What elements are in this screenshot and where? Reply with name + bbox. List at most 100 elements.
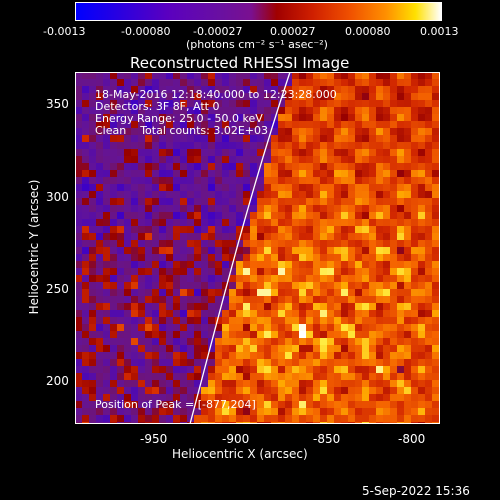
image-pixel — [306, 415, 314, 423]
image-pixel — [299, 394, 307, 402]
image-pixel — [131, 149, 139, 157]
image-pixel — [82, 177, 90, 185]
image-pixel — [418, 100, 426, 108]
image-pixel — [355, 121, 363, 129]
image-pixel — [264, 247, 272, 255]
image-pixel — [404, 191, 412, 199]
image-pixel — [285, 212, 293, 220]
image-pixel — [180, 366, 188, 374]
image-pixel — [131, 128, 139, 136]
image-pixel — [173, 401, 181, 409]
image-pixel — [187, 135, 195, 143]
image-pixel — [306, 366, 314, 374]
image-pixel — [390, 191, 398, 199]
image-pixel — [89, 198, 97, 206]
image-pixel — [299, 226, 307, 234]
image-pixel — [180, 247, 188, 255]
image-pixel — [124, 296, 132, 304]
image-pixel — [173, 142, 181, 150]
image-pixel — [229, 310, 237, 318]
image-pixel — [432, 261, 440, 269]
image-pixel — [89, 226, 97, 234]
image-pixel — [75, 198, 83, 206]
image-pixel — [327, 366, 335, 374]
image-pixel — [173, 324, 181, 332]
image-pixel — [152, 415, 160, 423]
image-pixel — [348, 170, 356, 178]
image-pixel — [124, 380, 132, 388]
image-pixel — [285, 387, 293, 395]
image-pixel — [159, 163, 167, 171]
image-pixel — [348, 114, 356, 122]
image-pixel — [152, 149, 160, 157]
image-pixel — [292, 79, 300, 87]
image-pixel — [222, 156, 230, 164]
image-pixel — [173, 72, 181, 80]
image-pixel — [313, 177, 321, 185]
image-pixel — [278, 121, 286, 129]
image-pixel — [292, 254, 300, 262]
image-pixel — [131, 198, 139, 206]
image-pixel — [89, 156, 97, 164]
image-pixel — [250, 254, 258, 262]
image-pixel — [278, 149, 286, 157]
image-pixel — [110, 296, 118, 304]
image-pixel — [208, 170, 216, 178]
image-pixel — [404, 121, 412, 129]
image-pixel — [257, 86, 265, 94]
image-pixel — [229, 247, 237, 255]
image-pixel — [166, 121, 174, 129]
image-pixel — [208, 86, 216, 94]
image-pixel — [376, 275, 384, 283]
image-pixel — [404, 387, 412, 395]
image-pixel — [173, 79, 181, 87]
image-pixel — [89, 408, 97, 416]
image-pixel — [432, 233, 440, 241]
image-pixel — [376, 170, 384, 178]
image-pixel — [362, 163, 370, 171]
image-pixel — [194, 268, 202, 276]
image-pixel — [82, 86, 90, 94]
image-pixel — [320, 86, 328, 94]
image-pixel — [159, 198, 167, 206]
image-pixel — [201, 394, 209, 402]
image-pixel — [334, 170, 342, 178]
image-pixel — [264, 121, 272, 129]
image-pixel — [208, 114, 216, 122]
image-pixel — [341, 324, 349, 332]
image-pixel — [131, 261, 139, 269]
image-pixel — [404, 149, 412, 157]
image-pixel — [201, 289, 209, 297]
image-pixel — [327, 170, 335, 178]
image-pixel — [145, 135, 153, 143]
image-pixel — [411, 247, 419, 255]
image-pixel — [369, 72, 377, 80]
image-pixel — [138, 373, 146, 381]
image-pixel — [348, 86, 356, 94]
image-pixel — [145, 324, 153, 332]
image-pixel — [201, 184, 209, 192]
image-pixel — [404, 401, 412, 409]
image-pixel — [355, 401, 363, 409]
image-pixel — [397, 205, 405, 213]
image-pixel — [117, 387, 125, 395]
image-pixel — [425, 100, 433, 108]
x-tick-850: -850 — [313, 432, 341, 446]
image-pixel — [397, 198, 405, 206]
image-pixel — [306, 317, 314, 325]
image-pixel — [75, 170, 83, 178]
image-pixel — [306, 107, 314, 115]
image-pixel — [292, 380, 300, 388]
image-pixel — [404, 107, 412, 115]
image-pixel — [285, 331, 293, 339]
image-pixel — [390, 79, 398, 87]
image-pixel — [131, 289, 139, 297]
image-pixel — [299, 86, 307, 94]
image-pixel — [369, 205, 377, 213]
image-pixel — [425, 170, 433, 178]
image-pixel — [96, 282, 104, 290]
image-pixel — [341, 282, 349, 290]
image-pixel — [110, 275, 118, 283]
image-pixel — [327, 338, 335, 346]
image-pixel — [418, 373, 426, 381]
